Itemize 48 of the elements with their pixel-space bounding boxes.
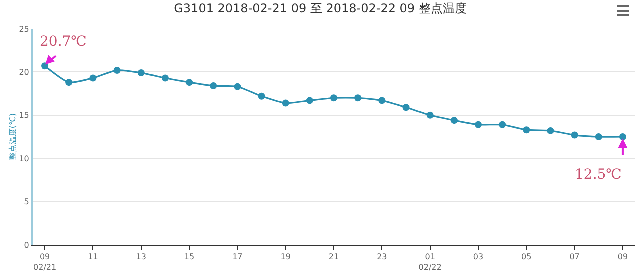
y-tick-label: 20 bbox=[19, 68, 30, 77]
y-tick-label: 25 bbox=[19, 24, 30, 34]
point bbox=[66, 79, 73, 86]
chart-title: G3101 2018-02-21 09 至 2018-02-22 09 整点温度 bbox=[174, 1, 467, 16]
x-tick-label: 09 bbox=[618, 252, 628, 262]
point bbox=[330, 94, 338, 102]
point bbox=[474, 121, 482, 128]
annotation: 20.7℃ bbox=[40, 34, 87, 50]
point bbox=[138, 70, 145, 77]
point bbox=[354, 94, 362, 102]
point bbox=[42, 62, 49, 70]
y-tick-label: 5 bbox=[24, 198, 30, 207]
x-tick-label: 07 bbox=[570, 252, 580, 262]
x-tick-label: 05 bbox=[522, 252, 532, 262]
point bbox=[547, 127, 554, 134]
point bbox=[378, 97, 386, 104]
x-tick-label: 23 bbox=[377, 252, 388, 262]
annotation: 12.5℃ bbox=[575, 167, 622, 183]
point bbox=[426, 112, 434, 119]
point bbox=[523, 126, 530, 134]
x-tick-label: 17 bbox=[232, 252, 243, 262]
y-tick-label: 0 bbox=[24, 240, 30, 250]
point bbox=[234, 83, 242, 90]
x-tick-label: 03 bbox=[473, 252, 484, 262]
point bbox=[282, 100, 290, 107]
point bbox=[499, 121, 506, 128]
x-tick-label: 13 bbox=[136, 252, 146, 262]
point bbox=[114, 66, 121, 74]
point bbox=[258, 92, 266, 100]
point bbox=[619, 134, 626, 140]
point bbox=[210, 82, 218, 90]
y-axis-title: 整点温度(℃) bbox=[8, 113, 18, 161]
x-tick-label: 09 02/21 bbox=[34, 252, 57, 272]
point bbox=[571, 132, 578, 139]
x-tick-label: 11 bbox=[88, 252, 98, 262]
y-tick-label: 15 bbox=[19, 111, 30, 120]
point bbox=[162, 74, 169, 82]
x-tick-label: 21 bbox=[328, 252, 340, 262]
x-tick-label: 01 02/22 bbox=[418, 252, 442, 272]
x-tick-label: 15 bbox=[184, 252, 195, 262]
point bbox=[186, 79, 194, 86]
point bbox=[450, 117, 458, 124]
point bbox=[90, 74, 97, 82]
x-tick-label: 19 bbox=[280, 252, 291, 262]
y-tick-label: 10 bbox=[19, 154, 30, 164]
point bbox=[306, 97, 314, 104]
point bbox=[595, 134, 602, 140]
point bbox=[402, 104, 410, 112]
